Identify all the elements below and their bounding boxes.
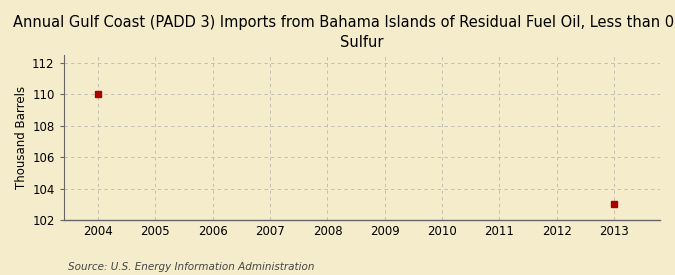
Text: Source: U.S. Energy Information Administration: Source: U.S. Energy Information Administ… bbox=[68, 262, 314, 272]
Title: Annual Gulf Coast (PADD 3) Imports from Bahama Islands of Residual Fuel Oil, Les: Annual Gulf Coast (PADD 3) Imports from … bbox=[13, 15, 675, 50]
Y-axis label: Thousand Barrels: Thousand Barrels bbox=[15, 86, 28, 189]
